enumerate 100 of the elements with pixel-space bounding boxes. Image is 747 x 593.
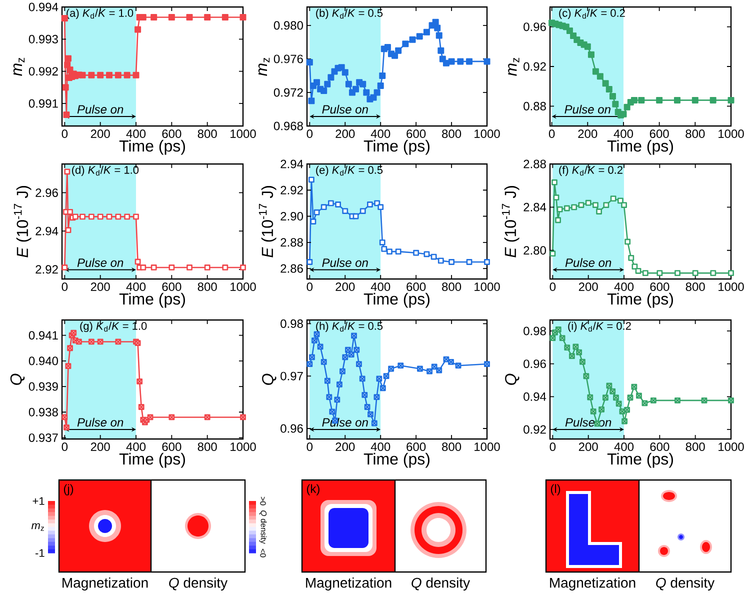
y-tick-label: 2.88 [280,238,303,247]
x-tick-label: 0 [550,442,556,452]
y-tick-label: 0.92 [524,62,546,71]
y-tick-label: 0.968 [274,122,303,130]
chart-title: (h) K$_{d}$/K = 0.5 [316,322,383,332]
x-tick-label: 1000 [474,130,500,138]
chart-title: (e) K$_{d}$/K = 0.5 [316,166,383,176]
y-tick-label: 0.96 [280,424,303,433]
band-label: Pulse on [77,258,124,267]
chart-title: (c) K$_{d}$/K = 0.2 [559,8,625,20]
y-tick-label: 2.92 [280,186,303,194]
x-tick-label: 0 [306,282,313,292]
x-tick-label: 400 [614,130,634,138]
x-tick-label: 600 [162,130,182,138]
y-tick-label: 0.88 [524,102,546,110]
x-tick-label: 0 [548,130,555,138]
x-tick-label: 200 [90,442,110,452]
x-tick-label: 0 [62,442,68,452]
x-tick-label: 400 [370,130,390,138]
y-tick-label: 2.88 [524,160,546,168]
y-tick-label: 0.939 [28,382,58,391]
x-tick-label: 400 [370,282,390,292]
chart-title: (b) K$_{d}$/K = 0.5 [316,8,383,20]
x-tick-label: 600 [406,442,426,452]
y-tick-label: 2.84 [524,202,546,212]
band-label: Pulse on [77,418,124,427]
text: (j) [64,484,74,496]
y-axis-title: E (10$^{-17}$ J) [502,186,520,258]
y-tick-label: 0.94 [524,392,546,401]
y-tick-label: 0.96 [524,360,546,368]
x-tick-label: 600 [162,442,182,452]
y-tick-label: 0.972 [274,88,303,97]
x-tick-label: 600 [650,130,669,138]
x-axis-title: Time (ps) [607,292,673,308]
y-tick-label: 0.941 [28,331,58,340]
text: Q density [656,577,715,591]
y-axis-title: m$_{z}$ [258,58,270,76]
y-tick-label: 0.938 [28,408,58,416]
text: -1 [36,549,44,557]
y-tick-label: 2.94 [280,160,304,168]
chart-title: (i) K$_{d}$/K = 0.2 [568,322,631,332]
text: +1 [32,497,44,505]
y-axis-title: Q [505,374,520,385]
y-axis-title: Q [262,374,276,385]
y-tick-label: 2.94 [36,226,58,236]
x-tick-label: 800 [686,442,705,452]
x-tick-label: 800 [198,282,217,292]
x-tick-label: 400 [614,442,634,452]
x-axis-title: Time (ps) [364,140,430,155]
text: (k) [306,484,320,496]
x-tick-label: 200 [336,282,355,292]
y-tick-label: 0.980 [274,21,304,30]
y-tick-label: 0.994 [28,2,58,12]
x-tick-label: 0 [306,442,313,452]
y-tick-label: 0.98 [524,326,546,336]
band-label: Pulse on [565,258,612,267]
x-tick-label: 1000 [230,442,256,452]
x-tick-label: 600 [650,282,670,292]
x-tick-label: 200 [578,130,598,138]
x-tick-label: 1000 [718,282,744,292]
x-tick-label: 400 [126,282,146,292]
y-axis-title: E (10$^{-17}$ J) [14,186,32,258]
x-tick-label: 800 [442,130,462,138]
y-tick-label: 0.98 [280,319,303,328]
y-axis-title: Q [10,374,25,385]
band-label: Pulse on [322,104,368,114]
y-tick-label: 2.86 [280,264,303,273]
x-axis-title: Time (ps) [119,292,185,308]
y-tick-label: 0.937 [28,433,58,442]
x-tick-label: 800 [198,130,217,138]
x-tick-label: 600 [650,442,670,452]
chart-title: (d) K$_{d}$/K = 1.0 [72,166,139,176]
x-tick-label: 400 [126,130,146,138]
y-tick-label: 0.940 [28,356,58,366]
x-tick-label: 800 [442,282,462,292]
x-tick-label: 1000 [230,282,256,292]
text: Magnetization [550,577,636,591]
y-tick-label: 0.991 [28,99,58,108]
x-tick-label: 200 [578,442,598,452]
text: m$_{z}$ [31,523,44,531]
text: <0 [260,548,266,558]
x-tick-label: 200 [90,130,110,138]
x-tick-label: 0 [62,282,68,292]
x-tick-label: 800 [686,282,705,292]
y-axis-title: E (10$^{-17}$ J) [258,186,276,258]
x-tick-label: 200 [578,282,598,292]
x-tick-label: 800 [686,130,705,138]
x-axis-title: Time (ps) [364,452,430,468]
y-tick-label: 2.92 [36,265,58,274]
x-tick-label: 800 [442,442,462,452]
band-label: Pulse on [77,104,124,114]
chart-title: (f) K$_{d}$/K = 0.2 [559,166,622,176]
y-tick-label: 0.976 [274,54,303,64]
y-tick-label: 0.92 [524,425,546,434]
band-label: Pulse on [322,258,368,267]
x-tick-label: 200 [336,130,355,138]
text: Q density [412,577,470,591]
y-tick-label: 0.96 [524,22,546,32]
x-tick-label: 600 [162,282,182,292]
x-tick-label: 1000 [718,442,744,452]
